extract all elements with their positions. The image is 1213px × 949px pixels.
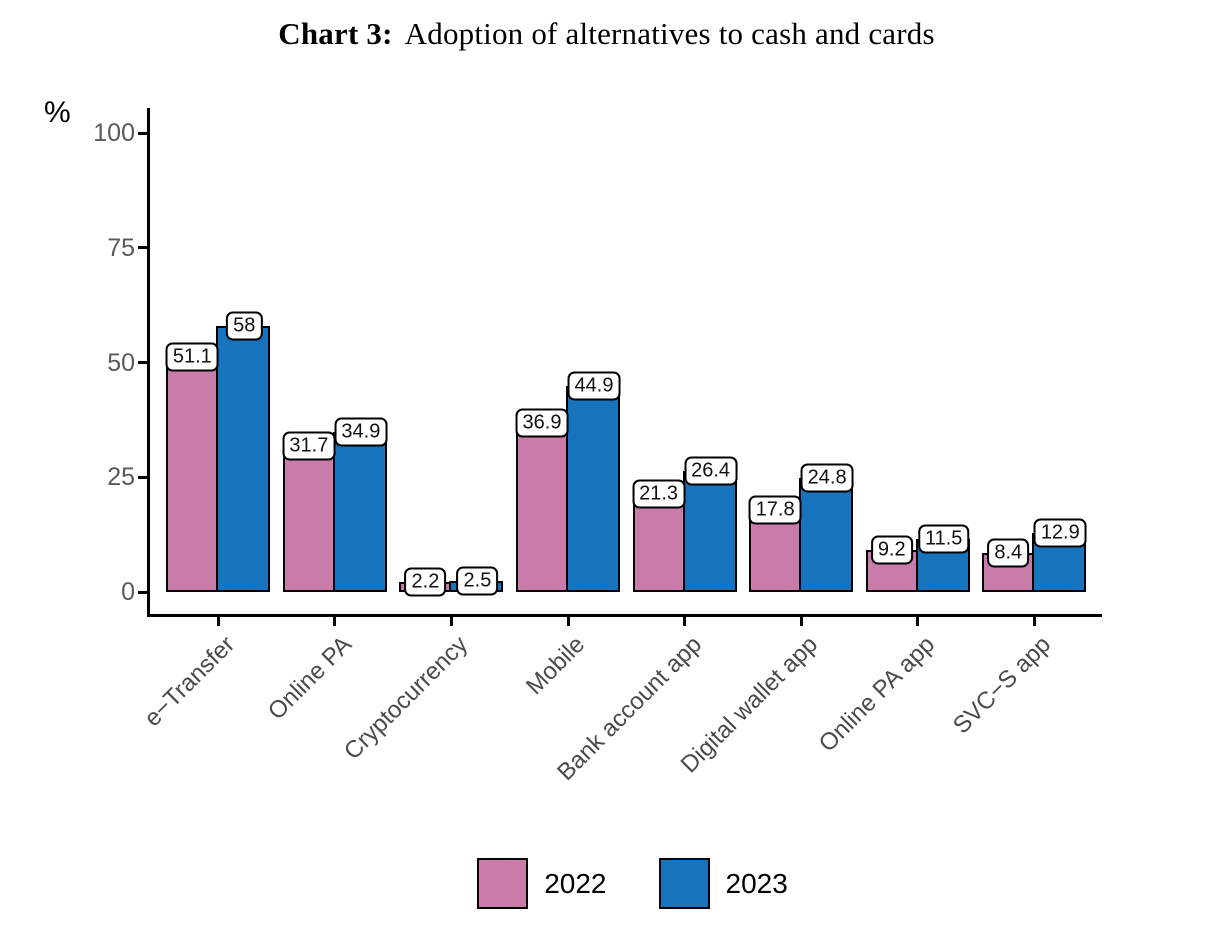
bar-value-label: 11.5 xyxy=(917,524,970,554)
x-axis-tick xyxy=(333,617,337,626)
x-axis-category-label: Online PA xyxy=(262,631,357,726)
legend-label: 2022 xyxy=(544,867,607,899)
legend-item-2023: 2023 xyxy=(658,858,788,909)
y-axis-tick-label: 25 xyxy=(107,463,135,492)
y-axis-tick xyxy=(138,246,147,250)
bar-2022 xyxy=(516,422,568,592)
y-axis-tick xyxy=(138,361,147,364)
x-axis-category-label: e−Transfer xyxy=(139,631,241,732)
x-axis-tick xyxy=(449,617,453,626)
bar-2023 xyxy=(799,478,854,592)
x-axis-category-label: SVC−S app xyxy=(948,631,1057,740)
bar-2022 xyxy=(166,357,219,592)
chart-title: Chart 3: Adoption of alternatives to cash… xyxy=(0,16,1213,52)
bar-value-label: 31.7 xyxy=(282,431,336,461)
bar-value-label: 21.3 xyxy=(632,479,686,509)
y-axis-tick xyxy=(138,475,147,479)
bar-2022 xyxy=(632,494,685,592)
legend-item-2022: 2022 xyxy=(477,858,607,909)
bar-value-label: 24.8 xyxy=(800,463,854,493)
legend: 2022 2023 xyxy=(26,858,1213,909)
bar-value-label: 2.5 xyxy=(456,566,499,596)
bar-value-label: 51.1 xyxy=(165,342,219,372)
bar-value-label: 36.9 xyxy=(515,408,569,438)
bar-value-label: 9.2 xyxy=(870,535,913,565)
legend-label: 2023 xyxy=(725,867,788,899)
x-axis-category-label: Mobile xyxy=(521,631,591,701)
chart-title-prefix: Chart 3: xyxy=(278,16,393,51)
bar-2022 xyxy=(282,446,335,592)
x-axis-category-label: Cryptocurrency xyxy=(339,631,474,766)
bar-value-label: 2.2 xyxy=(404,567,447,597)
x-axis-tick xyxy=(683,617,687,626)
bar-value-label: 34.9 xyxy=(334,417,388,447)
bar-value-label: 26.4 xyxy=(684,456,738,486)
x-axis-category-label: Online PA app xyxy=(813,631,940,758)
y-axis-tick xyxy=(138,590,147,594)
bar-value-label: 17.8 xyxy=(748,495,802,525)
x-axis-line xyxy=(147,614,1102,617)
y-axis-unit-label: % xyxy=(44,96,71,129)
x-axis-tick xyxy=(216,617,220,626)
x-axis-tick xyxy=(916,617,920,626)
bar-value-label: 44.9 xyxy=(567,371,621,401)
y-axis-tick-label: 0 xyxy=(121,578,135,606)
chart-title-text: Adoption of alternatives to cash and car… xyxy=(404,16,935,51)
legend-swatch-2022 xyxy=(477,858,529,909)
y-axis-tick-label: 100 xyxy=(93,119,135,147)
bar-2023 xyxy=(682,470,737,592)
bar-value-label: 8.4 xyxy=(987,538,1030,568)
x-axis-tick xyxy=(566,617,570,626)
y-axis-tick xyxy=(138,131,147,135)
x-axis-tick xyxy=(1032,617,1036,626)
bar-2023 xyxy=(216,325,271,592)
bar-value-label: 58 xyxy=(226,311,263,341)
bar-2023 xyxy=(332,431,387,592)
x-axis-tick xyxy=(799,617,803,626)
y-axis-tick-label: 50 xyxy=(107,348,135,377)
bar-value-label: 12.9 xyxy=(1033,518,1087,548)
bar-2023 xyxy=(566,385,620,592)
y-axis-tick-label: 75 xyxy=(107,233,135,262)
legend-swatch-2023 xyxy=(658,858,710,909)
y-axis-line xyxy=(147,108,150,617)
